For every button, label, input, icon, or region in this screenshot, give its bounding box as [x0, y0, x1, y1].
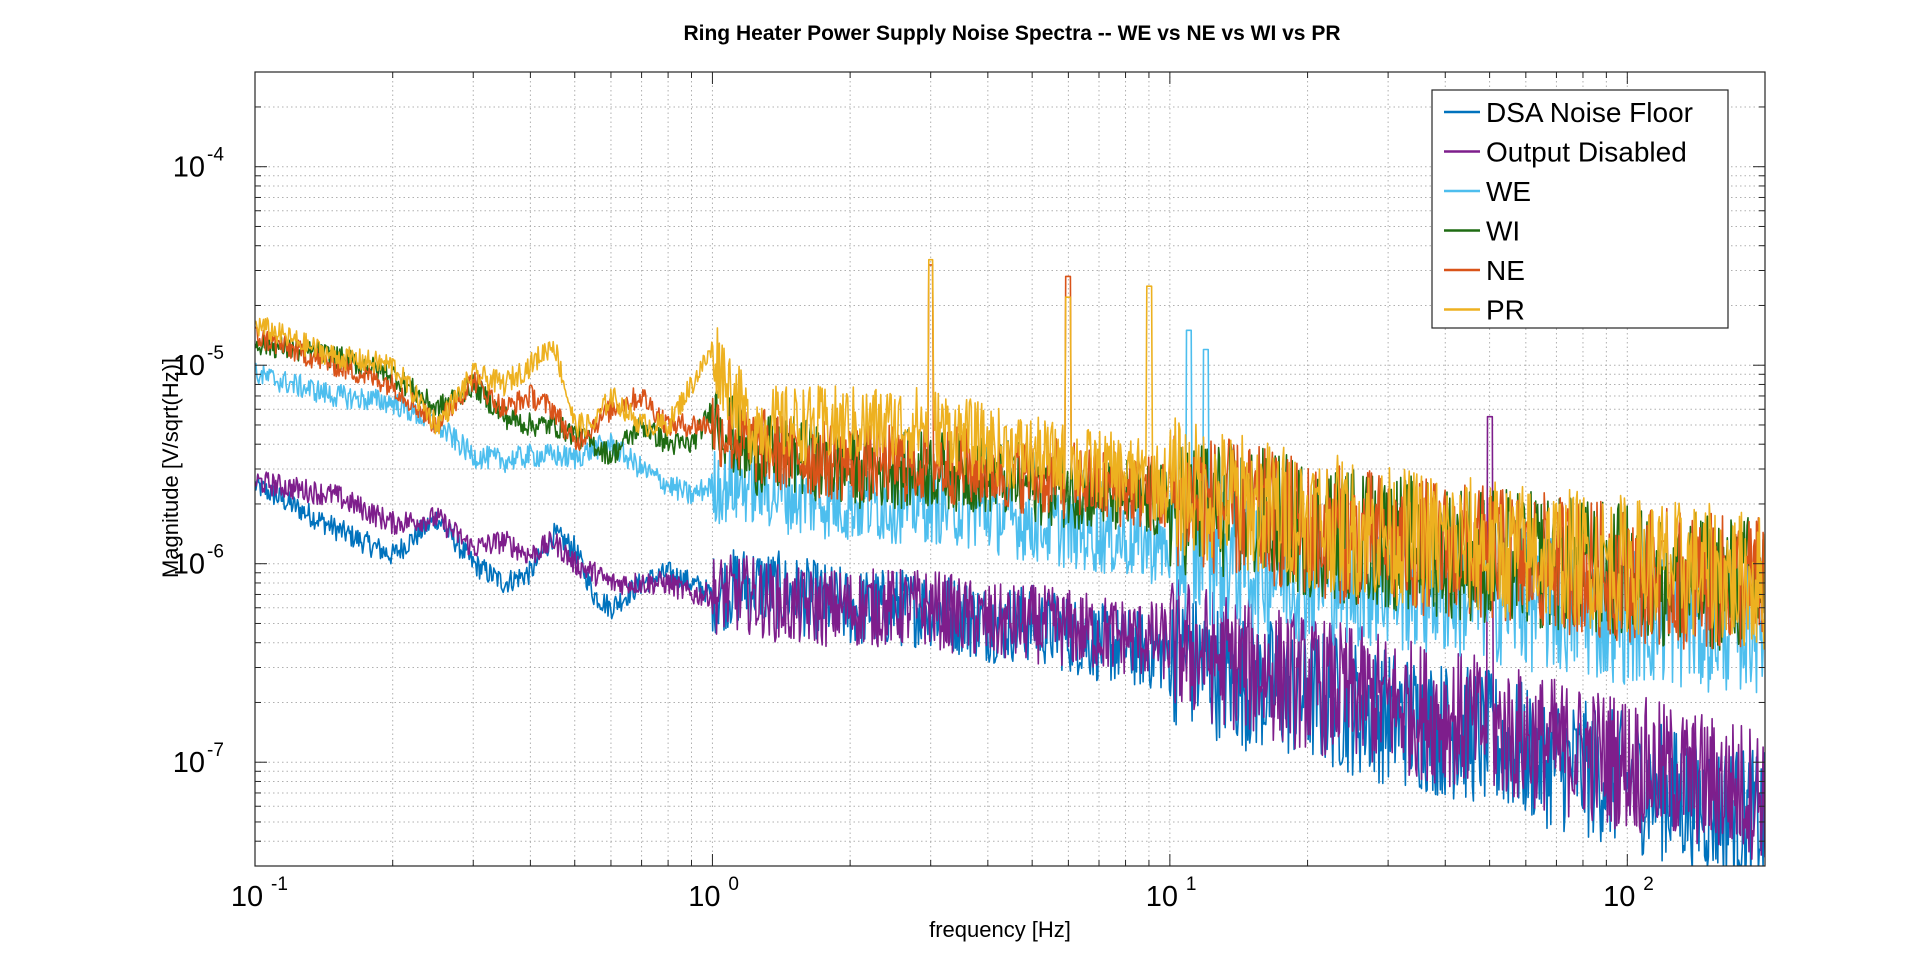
x-axis-label: frequency [Hz] [929, 917, 1071, 942]
legend-box [1431, 89, 1729, 329]
x-tick-exponent: 2 [1643, 874, 1654, 895]
y-tick-exponent: -6 [207, 542, 224, 563]
y-tick-exponent: -5 [207, 343, 224, 364]
x-tick-label: 10 [1146, 881, 1178, 913]
y-tick-label: 10 [173, 747, 205, 779]
legend-label: NE [1486, 255, 1525, 286]
y-tick-label: 10 [173, 350, 205, 382]
legend: DSA Noise Floor Output Disabled WE WI NE PR [1431, 89, 1729, 329]
y-tick-exponent: -7 [207, 740, 224, 761]
series-line-pr [255, 258, 1765, 650]
y-axis-label: Magnitude [V/sqrt(Hz)] [158, 358, 183, 578]
x-tick-label: 10 [688, 881, 720, 913]
y-tick-exponent: -4 [207, 145, 224, 166]
legend-label: PR [1486, 295, 1525, 326]
legend-label: Output Disabled [1486, 137, 1687, 168]
axis-ticks: 10 -1 10 0 10 1 10 210 -710 -610 -510 -4 [173, 71, 1766, 913]
y-tick-label: 10 [173, 152, 205, 184]
x-tick-label: 10 [231, 881, 263, 913]
legend-label: WE [1486, 176, 1531, 207]
series-line-output-disabled [255, 415, 1765, 860]
legend-label: WI [1486, 216, 1520, 247]
x-tick-exponent: -1 [271, 874, 288, 895]
x-tick-label: 10 [1603, 881, 1635, 913]
x-tick-exponent: 1 [1186, 874, 1197, 895]
legend-label: DSA Noise Floor [1486, 97, 1693, 128]
series-layer [255, 258, 1765, 866]
x-tick-exponent: 0 [728, 874, 739, 895]
chart-title: Ring Heater Power Supply Noise Spectra -… [683, 22, 1340, 45]
y-tick-label: 10 [173, 549, 205, 581]
